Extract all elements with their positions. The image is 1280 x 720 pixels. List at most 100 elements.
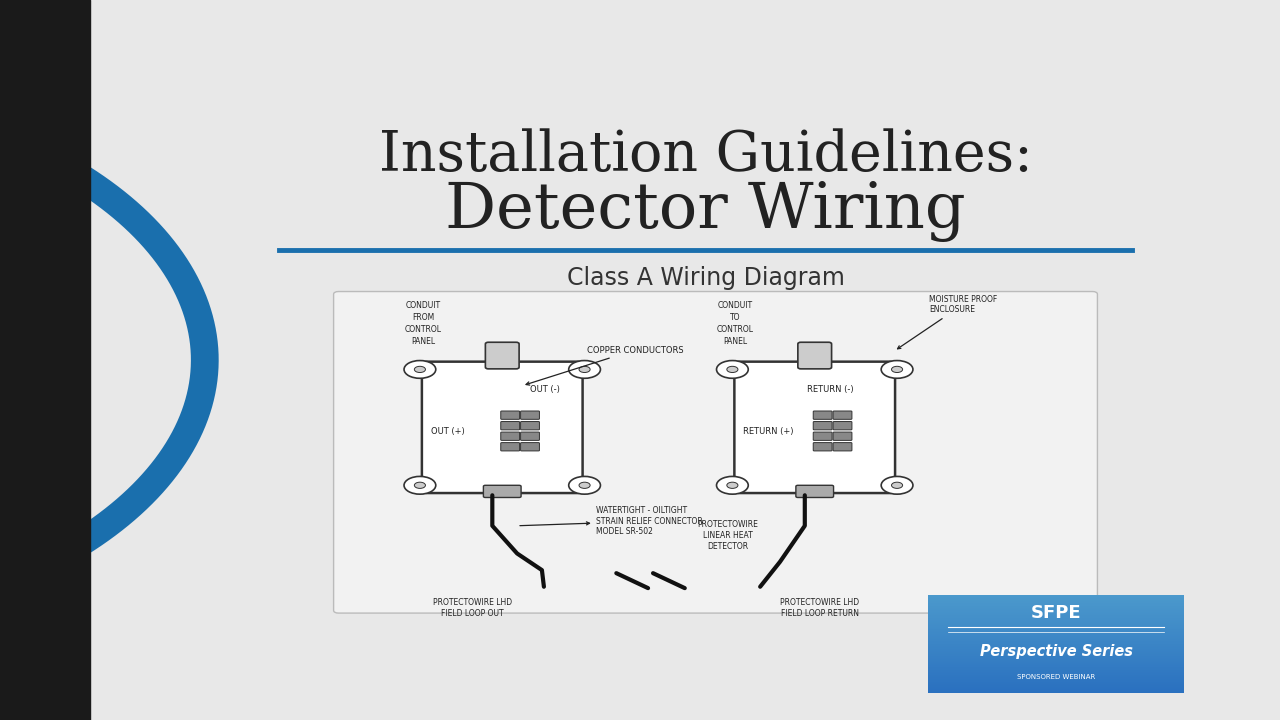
FancyBboxPatch shape xyxy=(500,411,520,419)
Bar xyxy=(928,675,1184,676)
Circle shape xyxy=(717,361,749,378)
Text: SPONSORED WEBINAR: SPONSORED WEBINAR xyxy=(1016,674,1096,680)
Circle shape xyxy=(579,366,590,372)
Bar xyxy=(928,620,1184,621)
Circle shape xyxy=(568,477,600,494)
Bar xyxy=(928,677,1184,678)
Circle shape xyxy=(404,477,435,494)
Bar xyxy=(928,632,1184,634)
Bar xyxy=(928,687,1184,688)
Bar xyxy=(928,672,1184,673)
FancyBboxPatch shape xyxy=(813,411,832,419)
Bar xyxy=(928,618,1184,620)
Circle shape xyxy=(415,366,425,372)
Circle shape xyxy=(727,366,739,372)
Bar xyxy=(928,605,1184,606)
Text: Detector Wiring: Detector Wiring xyxy=(445,181,966,242)
Bar xyxy=(928,648,1184,649)
FancyBboxPatch shape xyxy=(833,421,852,430)
FancyBboxPatch shape xyxy=(521,421,539,430)
Bar xyxy=(928,629,1184,631)
Bar xyxy=(928,667,1184,668)
Bar xyxy=(928,690,1184,692)
Text: RETURN (-): RETURN (-) xyxy=(806,385,854,394)
Bar xyxy=(928,665,1184,667)
Text: WATERTIGHT - OILTIGHT
STRAIN RELIEF CONNECTOR
MODEL SR-502: WATERTIGHT - OILTIGHT STRAIN RELIEF CONN… xyxy=(520,506,703,536)
Bar xyxy=(928,682,1184,683)
Bar xyxy=(928,641,1184,642)
Circle shape xyxy=(717,477,749,494)
Text: PROTECTOWIRE
LINEAR HEAT
DETECTOR: PROTECTOWIRE LINEAR HEAT DETECTOR xyxy=(698,521,758,552)
Bar xyxy=(928,626,1184,628)
Text: PROTECTOWIRE LHD
FIELD LOOP OUT: PROTECTOWIRE LHD FIELD LOOP OUT xyxy=(433,598,512,618)
Bar xyxy=(928,684,1184,685)
Text: Class A Wiring Diagram: Class A Wiring Diagram xyxy=(567,266,845,289)
Bar xyxy=(928,616,1184,617)
FancyBboxPatch shape xyxy=(833,432,852,441)
FancyBboxPatch shape xyxy=(334,292,1097,613)
Bar xyxy=(928,646,1184,647)
Bar xyxy=(928,640,1184,641)
FancyBboxPatch shape xyxy=(813,443,832,451)
Bar xyxy=(928,643,1184,644)
FancyBboxPatch shape xyxy=(735,361,895,493)
Circle shape xyxy=(415,482,425,488)
Bar xyxy=(928,621,1184,623)
FancyBboxPatch shape xyxy=(422,361,582,493)
Bar xyxy=(928,612,1184,613)
Bar xyxy=(928,674,1184,675)
Bar xyxy=(928,614,1184,615)
Bar xyxy=(928,615,1184,616)
FancyBboxPatch shape xyxy=(813,421,832,430)
FancyBboxPatch shape xyxy=(500,432,520,441)
Bar xyxy=(928,680,1184,681)
Text: OUT (+): OUT (+) xyxy=(431,427,465,436)
Bar xyxy=(928,650,1184,651)
Text: RETURN (+): RETURN (+) xyxy=(744,427,794,436)
Text: OUT (-): OUT (-) xyxy=(530,385,559,394)
Bar xyxy=(928,635,1184,636)
FancyBboxPatch shape xyxy=(500,421,520,430)
FancyBboxPatch shape xyxy=(833,443,852,451)
FancyBboxPatch shape xyxy=(521,443,539,451)
Circle shape xyxy=(727,482,739,488)
Text: CONDUIT
FROM
CONTROL
PANEL: CONDUIT FROM CONTROL PANEL xyxy=(404,301,442,346)
Circle shape xyxy=(891,366,902,372)
Bar xyxy=(928,595,1184,596)
Bar xyxy=(928,652,1184,653)
Bar xyxy=(928,634,1184,635)
Bar xyxy=(928,671,1184,672)
Bar xyxy=(928,660,1184,662)
Bar xyxy=(928,679,1184,680)
Text: Installation Guidelines:: Installation Guidelines: xyxy=(379,128,1033,183)
Bar xyxy=(928,596,1184,598)
Bar xyxy=(928,664,1184,665)
Bar xyxy=(928,654,1184,656)
Bar xyxy=(928,670,1184,671)
Bar xyxy=(928,651,1184,652)
Bar xyxy=(928,647,1184,648)
Circle shape xyxy=(404,361,435,378)
Text: Perspective Series: Perspective Series xyxy=(979,644,1133,660)
Bar xyxy=(928,603,1184,604)
Text: CONDUIT
TO
CONTROL
PANEL: CONDUIT TO CONTROL PANEL xyxy=(717,301,754,346)
Bar xyxy=(928,685,1184,686)
Bar xyxy=(928,645,1184,646)
FancyBboxPatch shape xyxy=(484,485,521,498)
Bar xyxy=(928,688,1184,689)
Bar xyxy=(928,601,1184,602)
Bar xyxy=(928,606,1184,607)
Bar xyxy=(928,609,1184,610)
FancyBboxPatch shape xyxy=(797,342,832,369)
Bar xyxy=(928,637,1184,638)
FancyBboxPatch shape xyxy=(500,443,520,451)
Bar xyxy=(928,600,1184,601)
Circle shape xyxy=(881,361,913,378)
Circle shape xyxy=(881,477,913,494)
Circle shape xyxy=(579,482,590,488)
Bar xyxy=(928,598,1184,599)
Text: PROTECTOWIRE LHD
FIELD LOOP RETURN: PROTECTOWIRE LHD FIELD LOOP RETURN xyxy=(780,598,859,618)
FancyBboxPatch shape xyxy=(813,432,832,441)
Bar xyxy=(928,631,1184,632)
Text: SFPE: SFPE xyxy=(1030,604,1082,622)
